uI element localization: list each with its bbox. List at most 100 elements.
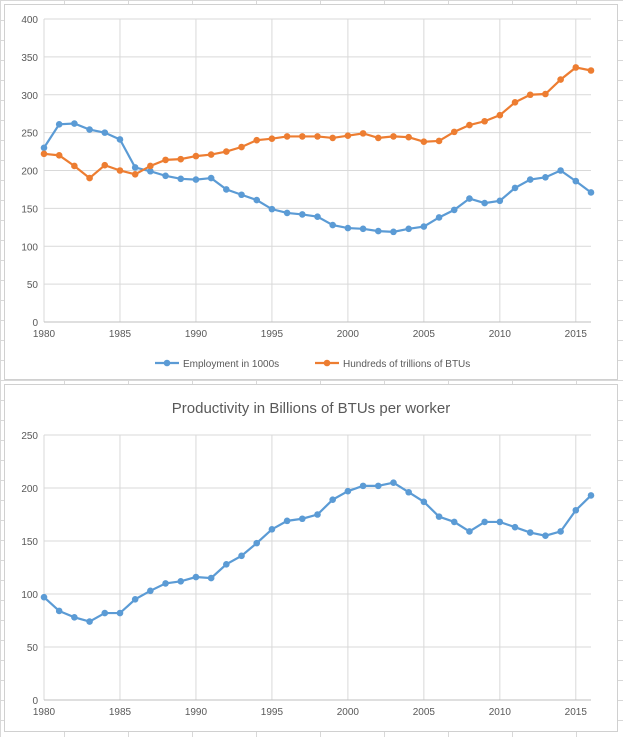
x-tick-label: 2010 (489, 707, 512, 718)
data-point (587, 67, 595, 74)
data-point (466, 121, 473, 129)
series-line-0 (43, 481, 592, 623)
data-point (526, 176, 534, 183)
x-tick-label: 1990 (185, 329, 208, 340)
data-point (466, 528, 473, 535)
chart-employment-energy-svg: 0 50 100 150 200 250 300 350 400 1980 1985 1990 1995… (21, 15, 595, 370)
data-point (481, 117, 488, 125)
data-point (299, 515, 306, 523)
y-tick-label: 200 (21, 484, 38, 495)
data-point (542, 90, 549, 98)
y-tick-label: 0 (32, 696, 38, 707)
data-point (557, 528, 564, 535)
data-point (359, 130, 367, 137)
data-point (177, 175, 185, 183)
x-tick-label: 1995 (261, 707, 284, 718)
data-point (238, 552, 245, 560)
data-point (314, 511, 321, 518)
y-tick-label: 100 (21, 590, 38, 601)
data-point (131, 170, 139, 178)
x-tick-label: 1980 (33, 329, 56, 340)
data-point (526, 91, 534, 99)
y-tick-label: 250 (21, 129, 38, 140)
data-point (435, 137, 443, 145)
data-point (496, 111, 504, 119)
data-point (253, 539, 261, 547)
y-tick-label: 50 (27, 280, 39, 291)
data-point (405, 133, 412, 141)
data-point (207, 574, 215, 582)
data-point (450, 206, 458, 214)
data-point (147, 587, 154, 595)
data-point (344, 132, 352, 139)
data-point (374, 227, 382, 235)
data-point (147, 167, 154, 175)
x-tick-label: 2005 (413, 329, 436, 340)
data-point (420, 223, 428, 230)
data-point (557, 76, 564, 83)
data-point (71, 162, 78, 170)
data-point (314, 133, 321, 140)
data-point (116, 136, 124, 143)
x-tick-label: 2015 (565, 707, 588, 718)
data-point (238, 143, 245, 151)
y-tick-label: 100 (21, 242, 38, 253)
data-point (390, 133, 397, 140)
data-point (268, 526, 276, 533)
data-point (131, 164, 139, 171)
series-line-1 (43, 66, 592, 180)
data-point (101, 161, 109, 169)
x-tick-label: 1980 (33, 707, 56, 718)
data-point (587, 492, 595, 499)
data-point (40, 593, 48, 601)
data-point (177, 155, 185, 163)
y-tick-label: 150 (21, 537, 38, 548)
data-point (359, 225, 367, 233)
data-point (496, 518, 504, 526)
data-point (86, 126, 93, 133)
data-point (283, 209, 291, 217)
data-point (101, 129, 109, 136)
data-point (329, 221, 336, 229)
data-point (223, 186, 230, 193)
chart-productivity-svg: 0 50 100 150 200 250 1980 1985 1990 1995 2000 2005 2… (21, 400, 595, 718)
data-point (511, 184, 519, 192)
data-point (162, 172, 169, 180)
data-point (71, 614, 78, 621)
data-point (268, 135, 276, 142)
data-point (192, 176, 200, 183)
chart-title: Productivity in Billions of BTUs per wor… (172, 400, 450, 417)
x-tick-label: 1995 (261, 329, 284, 340)
data-point (299, 211, 306, 218)
data-point (238, 191, 245, 199)
data-point (101, 609, 109, 617)
data-point (587, 189, 595, 196)
data-point (344, 224, 352, 232)
data-point (557, 167, 564, 174)
data-point (435, 513, 443, 520)
y-tick-label: 200 (21, 167, 38, 178)
data-point (390, 228, 397, 236)
data-point (116, 167, 124, 174)
data-point (192, 152, 200, 160)
data-point (192, 573, 200, 581)
data-point (344, 487, 352, 495)
data-point (86, 618, 93, 625)
data-point (329, 134, 336, 142)
y-tick-label: 250 (21, 431, 38, 442)
data-point (374, 134, 382, 142)
data-point (511, 523, 519, 531)
data-point (329, 496, 336, 503)
x-tick-label: 1990 (185, 707, 208, 718)
data-point (405, 488, 412, 496)
data-point (55, 152, 63, 159)
legend-label: Hundreds of trillions of BTUs (343, 359, 470, 370)
data-point (572, 506, 580, 514)
data-point (481, 199, 488, 207)
data-point (223, 148, 230, 155)
data-point (420, 498, 428, 506)
y-tick-label: 150 (21, 204, 38, 215)
data-point (405, 225, 412, 233)
data-point (359, 482, 367, 490)
data-point (71, 120, 78, 127)
